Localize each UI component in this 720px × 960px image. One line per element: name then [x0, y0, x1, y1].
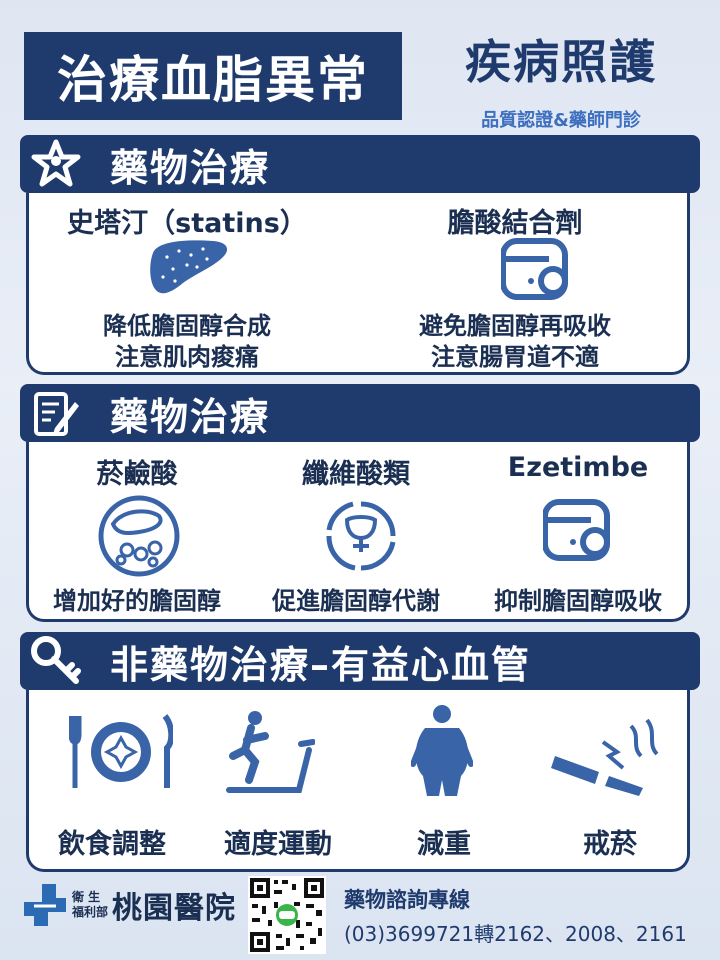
intestine-icon — [500, 237, 579, 305]
lifestyle-title-weight-loss: 減重 — [417, 829, 471, 860]
section-medication-1-panel: 史塔汀（statins） 降低膽固醇合成 注意肌肉痠痛 膽酸結合劑 避免膽固醇再… — [26, 193, 690, 375]
hospital-name: 桃園醫院 — [112, 891, 237, 926]
drug-desc-fibrates: 促進膽固醇代謝 — [272, 587, 440, 615]
section-heading: 非藥物治療–有益心血管 — [110, 642, 532, 687]
drug-title-ezetimibe: Ezetimbe — [507, 452, 649, 483]
line-qr-code[interactable] — [248, 876, 326, 954]
drug-title-statins: 史塔汀（statins） — [67, 208, 307, 239]
section-heading: 藥物治療 — [110, 145, 271, 190]
broken-cigarette-icon — [551, 716, 661, 800]
logo-small-text: 衛 生 — [72, 890, 101, 904]
desc-line: 降低膽固醇合成 — [103, 312, 271, 340]
drug-desc-ezetimibe: 抑制膽固醇吸收 — [494, 587, 662, 615]
blood-vessel-icon — [97, 494, 181, 582]
intestine-icon — [542, 498, 621, 568]
hospital-logo: 衛 生 福利部 桃園醫院 — [22, 882, 236, 928]
lifestyle-title-exercise: 適度運動 — [224, 829, 332, 860]
hotline-title: 藥物諮詢專線 — [344, 888, 470, 912]
hotline-number[interactable]: (03)3699721轉2162、2008、2161 — [344, 922, 687, 946]
drug-title-fibrates: 纖維酸類 — [302, 459, 410, 490]
star-person-icon — [26, 136, 86, 192]
section-heading: 藥物治療 — [110, 394, 271, 439]
logo-ministry: 衛 生 福利部 — [68, 890, 108, 920]
section-medication-1-header: 藥物治療 — [20, 135, 700, 193]
section-medication-2-panel: 菸鹼酸 增加好的膽固醇 纖維酸類 促進膽固醇代謝 Ezetimbe 抑制膽固醇吸… — [26, 442, 690, 622]
drug-title-bile-acid: 膽酸結合劑 — [447, 208, 583, 239]
logo-small-text: 福利部 — [72, 905, 109, 919]
section-medication-2-header: 藥物治療 — [20, 384, 700, 442]
notepad-pencil-icon — [26, 385, 86, 441]
page-title: 治療血脂異常 — [24, 32, 402, 120]
section-lifestyle-panel: 飲食調整 適度運動 減重 戒菸 — [26, 690, 690, 872]
drug-desc-bile-acid: 避免膽固醇再吸收 注意腸胃道不適 — [345, 311, 685, 373]
brand-block: 疾病照護 品質認證&藥師門診 — [436, 26, 686, 132]
section-lifestyle-header: 非藥物治療–有益心血管 — [20, 632, 700, 690]
lifestyle-title-diet: 飲食調整 — [58, 829, 166, 860]
brand-subtitle: 品質認證&藥師門診 — [481, 110, 641, 131]
metabolism-cycle-icon — [323, 498, 399, 578]
drug-desc-statins: 降低膽固醇合成 注意肌肉痠痛 — [29, 311, 345, 373]
hotline-block: 藥物諮詢專線 (03)3699721轉2162、2008、2161 — [344, 884, 687, 947]
desc-line: 避免膽固醇再吸收 — [419, 312, 611, 340]
drug-title-niacin: 菸鹼酸 — [96, 459, 178, 490]
liver-icon — [147, 237, 231, 303]
drug-desc-niacin: 增加好的膽固醇 — [53, 587, 221, 615]
desc-line: 注意腸胃道不適 — [431, 343, 599, 371]
brand-title: 疾病照護 — [465, 35, 657, 89]
overweight-person-icon — [410, 704, 474, 802]
treadmill-icon — [225, 710, 316, 800]
desc-line: 注意肌肉痠痛 — [115, 343, 259, 371]
key-icon — [26, 633, 86, 689]
lifestyle-title-quit-smoking: 戒菸 — [583, 829, 637, 860]
hospital-emblem-icon — [24, 884, 66, 926]
plate-cutlery-icon — [68, 710, 175, 798]
